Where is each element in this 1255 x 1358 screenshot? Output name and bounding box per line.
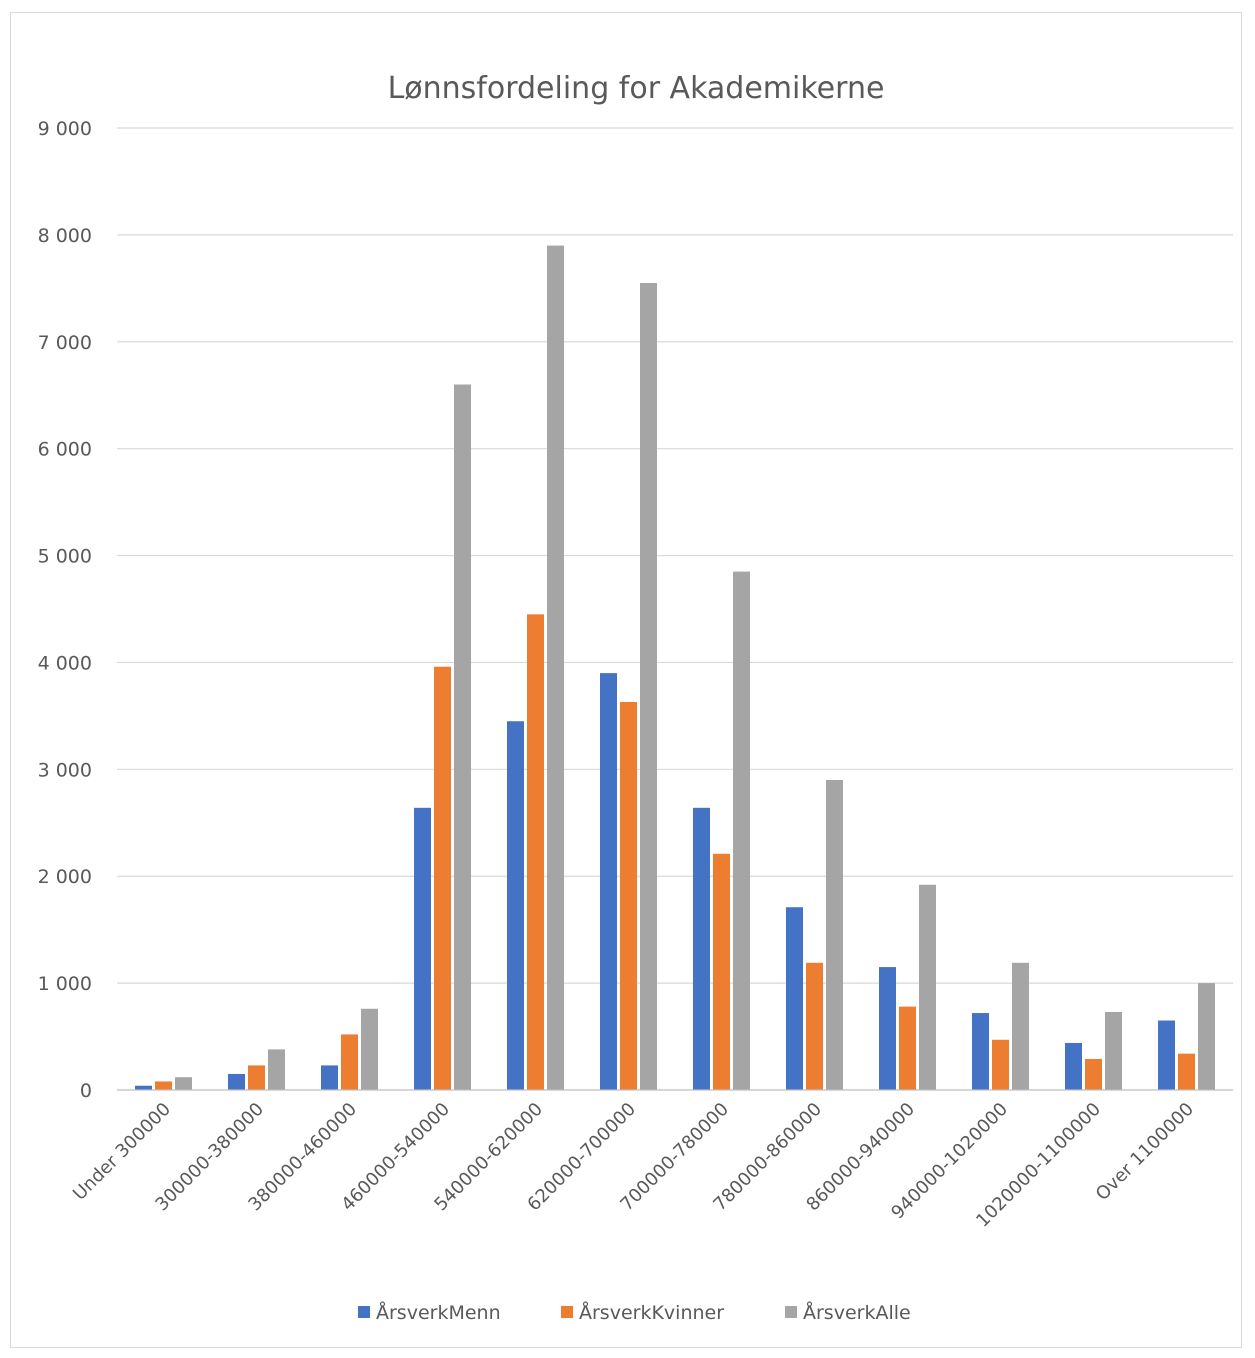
y-tick-label: 5 000 <box>38 546 92 568</box>
bar <box>414 807 431 1090</box>
legend-label: ÅrsverkAlle <box>803 1301 911 1324</box>
bar <box>434 666 451 1090</box>
y-tick-label: 9 000 <box>38 118 92 140</box>
bar <box>806 962 823 1090</box>
bar <box>547 245 564 1091</box>
y-tick-label: 2 000 <box>38 866 92 888</box>
bar <box>155 1081 172 1090</box>
y-tick-label: 7 000 <box>38 332 92 354</box>
y-tick-label: 8 000 <box>38 225 92 247</box>
bar <box>620 701 637 1090</box>
y-tick-label: 1 000 <box>38 973 92 995</box>
bar <box>693 807 710 1090</box>
bars <box>135 245 1215 1091</box>
legend-label: ÅrsverkKvinner <box>579 1301 724 1324</box>
bar <box>1012 962 1029 1090</box>
bar <box>228 1073 245 1090</box>
legend-swatch <box>358 1306 370 1318</box>
y-tick-label: 6 000 <box>38 439 92 461</box>
bar <box>341 1034 358 1090</box>
bar <box>527 614 544 1090</box>
bar <box>175 1077 192 1090</box>
bar <box>1065 1042 1082 1090</box>
bar <box>1085 1059 1102 1090</box>
bar <box>135 1085 152 1090</box>
bar <box>1105 1011 1122 1090</box>
bar <box>972 1013 989 1090</box>
y-tick-label: 4 000 <box>38 652 92 674</box>
bar <box>733 571 750 1090</box>
bar <box>899 1006 916 1090</box>
x-axis-ticks: Under 300000300000-380000380000-46000046… <box>69 1099 1198 1232</box>
bar <box>879 967 896 1090</box>
legend-swatch <box>785 1306 797 1318</box>
bar <box>786 907 803 1090</box>
y-axis-ticks: 0 1 000 2 000 3 000 4 000 5 000 6 000 7 000 8 00… <box>38 118 92 1102</box>
bar <box>1178 1053 1195 1090</box>
gridlines <box>117 127 1233 984</box>
bar <box>640 282 657 1090</box>
bar <box>826 780 843 1090</box>
y-tick-label: 0 <box>80 1080 92 1102</box>
bar <box>713 853 730 1090</box>
bar <box>454 384 471 1090</box>
bar <box>600 673 617 1090</box>
x-tick-label: Under 300000 <box>69 1099 175 1205</box>
bar <box>919 884 936 1090</box>
bar <box>992 1039 1009 1090</box>
bar <box>268 1049 285 1090</box>
bar <box>507 721 524 1090</box>
chart-title: Lønnsfordeling for Akademikerne <box>388 71 885 106</box>
legend-label: ÅrsverkMenn <box>376 1301 501 1324</box>
bar <box>1158 1020 1175 1090</box>
bar <box>361 1008 378 1090</box>
bar <box>1198 983 1215 1090</box>
legend-swatch <box>561 1306 573 1318</box>
bar <box>321 1065 338 1090</box>
y-tick-label: 3 000 <box>38 759 92 781</box>
x-tick-label: Over 1100000 <box>1092 1099 1198 1205</box>
bar <box>248 1065 265 1090</box>
legend: ÅrsverkMenn ÅrsverkKvinner ÅrsverkAlle <box>358 1301 911 1324</box>
